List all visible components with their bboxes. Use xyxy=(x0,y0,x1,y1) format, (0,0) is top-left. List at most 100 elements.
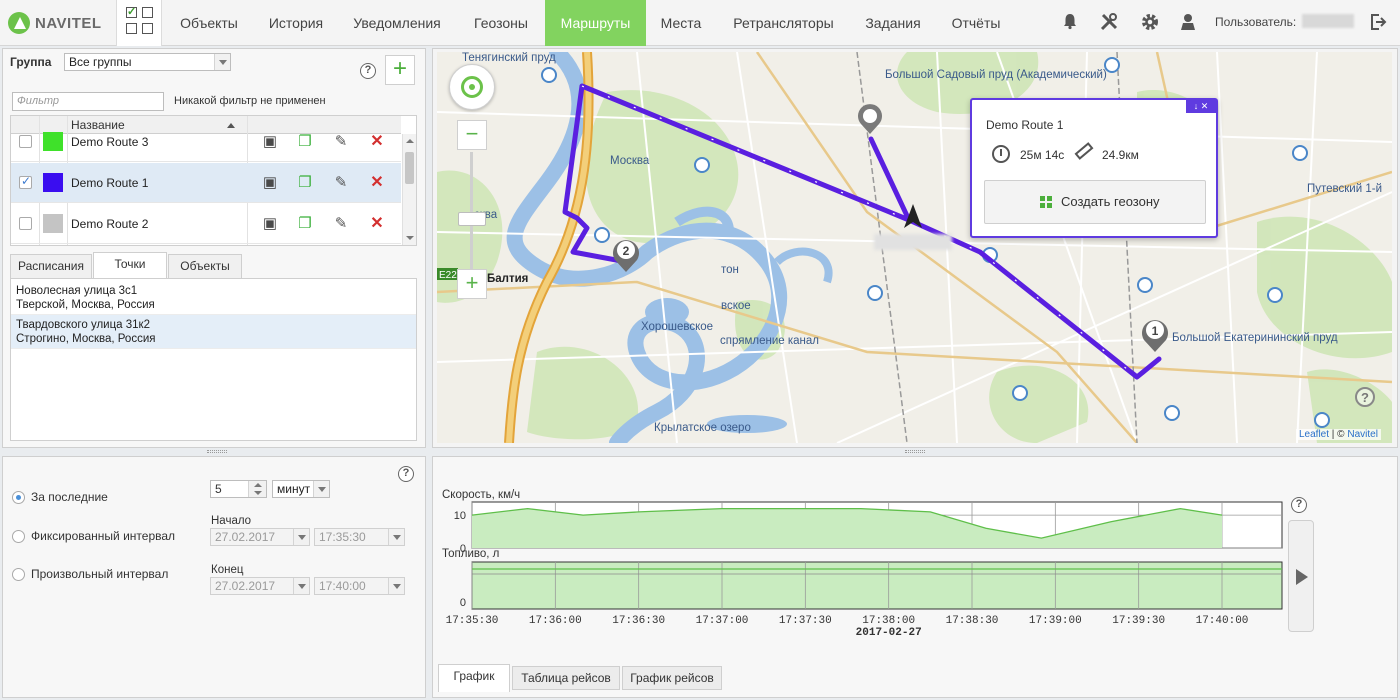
navitel-link[interactable]: Navitel xyxy=(1347,429,1378,440)
tools-icon[interactable] xyxy=(1099,12,1119,32)
table-row[interactable]: Demo Route 3 ▣ ❐ ✎ ✕ xyxy=(11,122,401,162)
nav-retranslators[interactable]: Ретрансляторы xyxy=(733,15,834,31)
calendar-add-icon[interactable]: ▣ xyxy=(262,133,278,150)
edit-pencil-icon[interactable]: ✎ xyxy=(334,215,348,232)
routes-scrollbar[interactable] xyxy=(402,134,416,245)
radio-custom-interval[interactable] xyxy=(12,568,25,581)
route-color-swatch[interactable] xyxy=(43,173,63,192)
popup-controls[interactable]: ↓ ✕ xyxy=(1186,100,1216,113)
routes-table: Название Demo Route 3 ▣ ❐ ✎ ✕ Demo Route… xyxy=(10,115,417,246)
delete-icon[interactable]: ✕ xyxy=(370,133,384,150)
tab-trips-table[interactable]: Таблица рейсов xyxy=(512,666,620,690)
speed-fuel-chart[interactable]: 0 10 0 17:35:30 17:36:00 17:36:30 17:37:00 17:3… xyxy=(436,484,1286,639)
help-icon[interactable]: ? xyxy=(1355,387,1375,407)
copy-icon[interactable]: ❐ xyxy=(298,215,312,232)
list-item[interactable]: Новолесная улица 3с1 Тверской, Москва, Р… xyxy=(11,281,416,315)
crosshair-icon[interactable] xyxy=(461,76,483,98)
filter-input[interactable]: Фильтр xyxy=(12,92,164,111)
nav-tasks[interactable]: Задания xyxy=(865,15,921,31)
column-header-name[interactable]: Название xyxy=(71,118,125,132)
map-attribution: Leaflet | © Navitel xyxy=(1296,429,1381,440)
help-icon[interactable]: ? xyxy=(1291,497,1307,513)
tab-schedules[interactable]: Расписания xyxy=(10,254,92,278)
nav-reports[interactable]: Отчёты xyxy=(951,15,1001,31)
tab-objects[interactable]: Объекты xyxy=(168,254,242,278)
radio-last-interval[interactable] xyxy=(12,491,25,504)
start-date-field[interactable]: 27.02.2017 xyxy=(210,528,310,546)
map-label: Тенягинский пруд xyxy=(462,52,556,64)
nav-places[interactable]: Места xyxy=(660,15,702,31)
nav-objects[interactable]: Объекты xyxy=(180,15,238,31)
radio-fixed-interval[interactable] xyxy=(12,530,25,543)
nav-history[interactable]: История xyxy=(268,15,324,31)
list-item[interactable]: Твардовского улица 31к2 Строгино, Москва… xyxy=(11,315,416,349)
pan-control[interactable] xyxy=(449,64,495,110)
edit-pencil-icon[interactable]: ✎ xyxy=(334,133,348,150)
point-locality: Тверской, Москва, Россия xyxy=(16,299,155,311)
scroll-up-icon[interactable] xyxy=(406,139,414,143)
create-geozone-button[interactable]: Создать геозону xyxy=(984,180,1206,224)
route-point-marker: 1 xyxy=(1142,320,1168,352)
scroll-thumb[interactable] xyxy=(405,152,414,184)
tab-points[interactable]: Точки xyxy=(93,252,167,278)
ruler-icon xyxy=(1074,142,1094,160)
vehicle-label-blurred xyxy=(874,234,952,250)
last-value-stepper[interactable]: 5 xyxy=(210,480,267,498)
zoom-in-button[interactable]: + xyxy=(457,269,487,299)
gear-icon[interactable] xyxy=(1140,12,1160,32)
zoom-slider-handle[interactable] xyxy=(458,212,486,226)
nav-routes[interactable]: Маршруты xyxy=(545,0,646,46)
calendar-add-icon[interactable]: ▣ xyxy=(262,215,278,232)
calendar-add-icon[interactable]: ▣ xyxy=(262,174,278,191)
delete-icon[interactable]: ✕ xyxy=(370,215,384,232)
delete-icon[interactable]: ✕ xyxy=(370,174,384,191)
leaflet-link[interactable]: Leaflet xyxy=(1299,429,1330,440)
user-label: Пользователь: xyxy=(1215,15,1297,29)
end-time-field[interactable]: 17:40:00 xyxy=(314,577,405,595)
bell-icon[interactable] xyxy=(1060,12,1080,32)
tab-trips-graph[interactable]: График рейсов xyxy=(622,666,722,690)
y-tick-label: 0 xyxy=(460,597,466,609)
user-location-icon[interactable] xyxy=(1178,12,1198,32)
start-time-field[interactable]: 17:35:30 xyxy=(314,528,405,546)
start-label: Начало xyxy=(211,515,252,527)
help-icon[interactable]: ? xyxy=(360,63,376,79)
navitel-logo[interactable]: NAVITEL xyxy=(8,10,116,36)
svg-text:2: 2 xyxy=(623,244,630,258)
grid-square-icon xyxy=(126,23,137,34)
table-row[interactable]: Demo Route 1 ▣ ❐ ✎ ✕ xyxy=(11,163,401,203)
route-color-swatch[interactable] xyxy=(43,132,63,151)
sort-ascending-icon[interactable] xyxy=(227,123,235,128)
route-color-swatch[interactable] xyxy=(43,214,63,233)
x-tick-label: 17:38:00 xyxy=(862,615,915,627)
modules-grid-button[interactable] xyxy=(116,0,162,46)
end-date-field[interactable]: 27.02.2017 xyxy=(210,577,310,595)
copy-icon[interactable]: ❐ xyxy=(298,133,312,150)
zoom-out-button[interactable]: − xyxy=(457,120,487,150)
edit-pencil-icon[interactable]: ✎ xyxy=(334,174,348,191)
zoom-slider-track[interactable] xyxy=(470,152,473,270)
horizontal-splitter[interactable] xyxy=(905,450,925,453)
table-row[interactable]: Demo Route 2 ▣ ❐ ✎ ✕ xyxy=(11,204,401,244)
user-name-blurred xyxy=(1302,14,1354,28)
scroll-down-icon[interactable] xyxy=(406,236,414,240)
logo-text: NAVITEL xyxy=(35,14,102,32)
copy-icon[interactable]: ❐ xyxy=(298,174,312,191)
chevron-down-icon xyxy=(313,481,329,497)
add-route-button[interactable]: + xyxy=(385,55,415,85)
route-checkbox[interactable] xyxy=(19,174,32,189)
help-icon[interactable]: ? xyxy=(398,466,414,482)
horizontal-splitter[interactable] xyxy=(207,450,227,453)
nav-geozones[interactable]: Геозоны xyxy=(474,15,528,31)
stepper-arrows-icon[interactable] xyxy=(248,481,266,497)
chevron-down-icon xyxy=(293,578,309,594)
route-checkbox[interactable] xyxy=(19,135,32,148)
tab-graph[interactable]: График xyxy=(438,664,510,692)
route-map[interactable]: 1 2 Тенягинский пруд Большой Садовый пру… xyxy=(437,52,1392,443)
route-checkbox[interactable] xyxy=(19,217,32,230)
nav-notifications[interactable]: Уведомления xyxy=(353,15,441,31)
group-select[interactable]: Все группы xyxy=(64,53,231,71)
play-button[interactable] xyxy=(1288,520,1314,632)
logout-icon[interactable] xyxy=(1368,12,1388,32)
unit-select[interactable]: минут xyxy=(272,480,330,498)
